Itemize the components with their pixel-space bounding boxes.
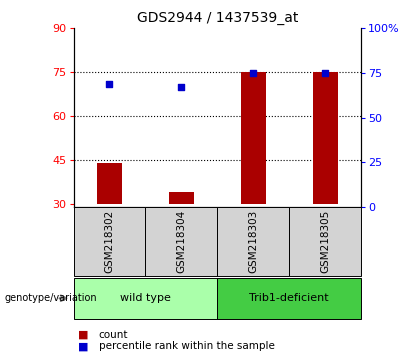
Text: GSM218302: GSM218302	[105, 210, 115, 273]
Text: GSM218303: GSM218303	[248, 210, 258, 273]
Point	[106, 81, 113, 87]
Text: ■: ■	[78, 330, 88, 339]
Text: GSM218304: GSM218304	[176, 210, 186, 273]
Text: Trib1-deficient: Trib1-deficient	[249, 293, 329, 303]
Bar	[312, 72, 338, 204]
Bar	[169, 193, 194, 204]
Point	[178, 85, 185, 90]
Text: ■: ■	[78, 341, 88, 351]
Text: wild type: wild type	[120, 293, 171, 303]
Title: GDS2944 / 1437539_at: GDS2944 / 1437539_at	[136, 11, 298, 24]
Text: percentile rank within the sample: percentile rank within the sample	[99, 341, 275, 351]
Point	[250, 70, 257, 76]
Text: GSM218305: GSM218305	[320, 210, 330, 273]
Text: count: count	[99, 330, 128, 339]
Bar	[97, 163, 122, 204]
Text: genotype/variation: genotype/variation	[4, 293, 97, 303]
Bar	[241, 72, 266, 204]
Point	[322, 70, 328, 76]
